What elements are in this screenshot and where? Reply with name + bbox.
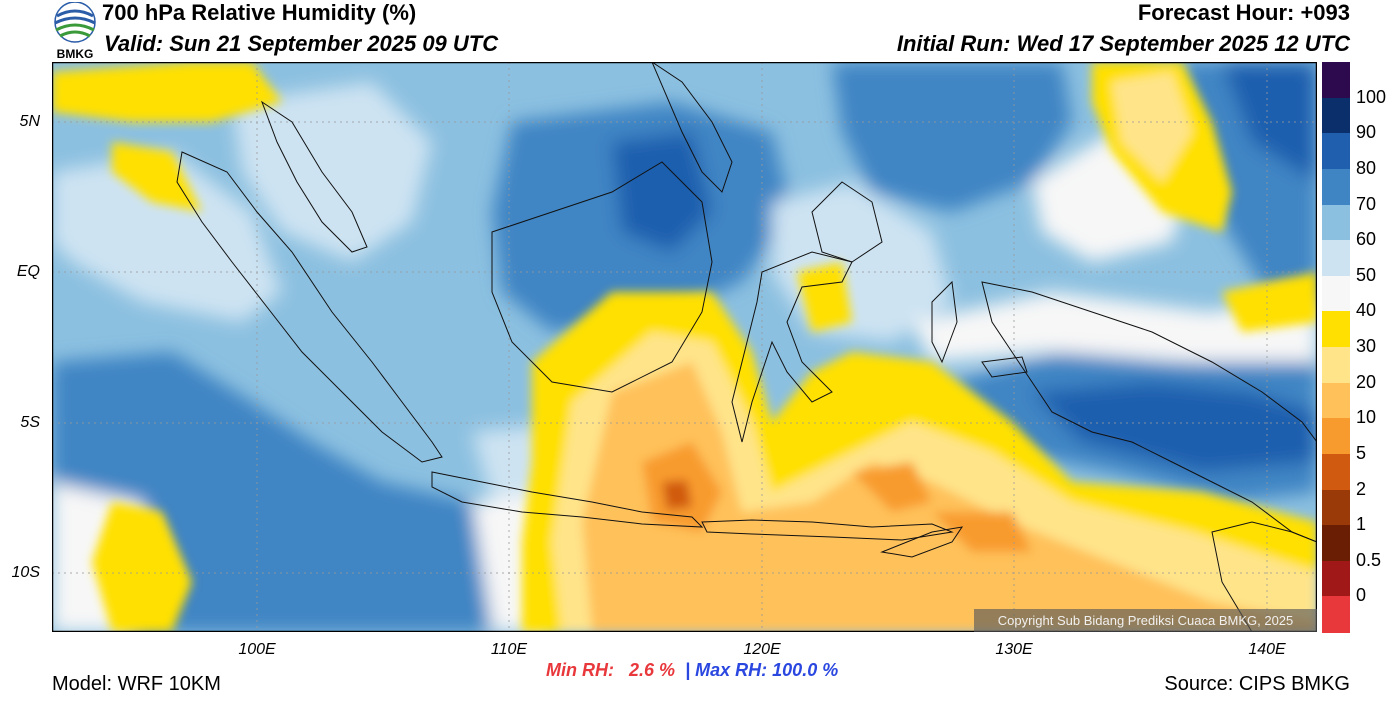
colorbar-swatch (1322, 311, 1350, 348)
rh-separator: | (685, 660, 691, 680)
colorbar-label: 0 (1356, 585, 1367, 606)
colorbar-swatch (1322, 489, 1350, 526)
colorbar-swatch (1322, 382, 1350, 419)
colorbar-swatch (1322, 453, 1350, 490)
map-title: 700 hPa Relative Humidity (%) (102, 0, 417, 25)
min-rh-label: Min RH: (546, 660, 614, 680)
lon-label-140e: 140E (1248, 641, 1286, 658)
copyright-notice: Copyright Sub Bidang Prediksi Cuaca BMKG… (974, 609, 1317, 632)
lat-label-eq: EQ (16, 263, 40, 280)
colorbar-swatch (1322, 133, 1350, 170)
lat-label-10s: 10S (11, 564, 40, 581)
humidity-map (52, 62, 1317, 632)
max-rh-label: Max RH: (695, 660, 768, 680)
colorbar-swatch (1322, 596, 1350, 633)
colorbar-label: 50 (1356, 264, 1377, 285)
colorbar-swatch (1322, 204, 1350, 241)
colorbar-swatch (1322, 240, 1350, 277)
lat-label-5n: 5N (19, 113, 40, 130)
colorbar (1322, 62, 1350, 633)
bmkg-logo: BMKG (54, 2, 96, 60)
colorbar-label: 2 (1356, 478, 1367, 499)
colorbar-swatch (1322, 62, 1350, 99)
forecast-hour: Forecast Hour: +093 (1137, 0, 1350, 25)
colorbar-swatch (1322, 560, 1350, 597)
colorbar-swatch (1322, 97, 1350, 134)
initial-run: Initial Run: Wed 17 September 2025 12 UT… (896, 31, 1350, 56)
valid-time: Valid: Sun 21 September 2025 09 UTC (104, 31, 499, 56)
source-info: Source: CIPS BMKG (1164, 673, 1350, 695)
lon-label-100e: 100E (238, 641, 276, 658)
colorbar-label: 80 (1356, 157, 1377, 178)
colorbar-swatch (1322, 168, 1350, 205)
colorbar-label: 20 (1356, 371, 1377, 392)
lon-label-130e: 130E (995, 641, 1033, 658)
colorbar-label: 1 (1356, 514, 1367, 535)
colorbar-swatch (1322, 347, 1350, 384)
model-info: Model: WRF 10KM (52, 673, 221, 695)
max-rh-value: 100.0 % (772, 660, 839, 680)
colorbar-label: 60 (1356, 229, 1377, 250)
lon-label-110e: 110E (490, 641, 528, 658)
colorbar-label: 5 (1356, 442, 1367, 463)
colorbar-label: 40 (1356, 300, 1377, 321)
colorbar-swatch (1322, 418, 1350, 455)
colorbar-label: 100 (1356, 86, 1387, 107)
colorbar-swatch (1322, 525, 1350, 562)
colorbar-label: 10 (1356, 407, 1377, 428)
rh-stats: Min RH: 2.6 % | Max RH: 100.0 % (546, 660, 838, 681)
colorbar-label: 0.5 (1356, 549, 1382, 570)
min-rh-value: 2.6 % (629, 660, 676, 680)
lon-label-120e: 120E (743, 641, 781, 658)
colorbar-label: 70 (1356, 193, 1377, 214)
colorbar-swatch (1322, 275, 1350, 312)
lat-label-5s: 5S (20, 414, 40, 431)
svg-text:BMKG: BMKG (57, 47, 94, 60)
colorbar-label: 30 (1356, 336, 1377, 356)
colorbar-label: 90 (1356, 122, 1377, 143)
